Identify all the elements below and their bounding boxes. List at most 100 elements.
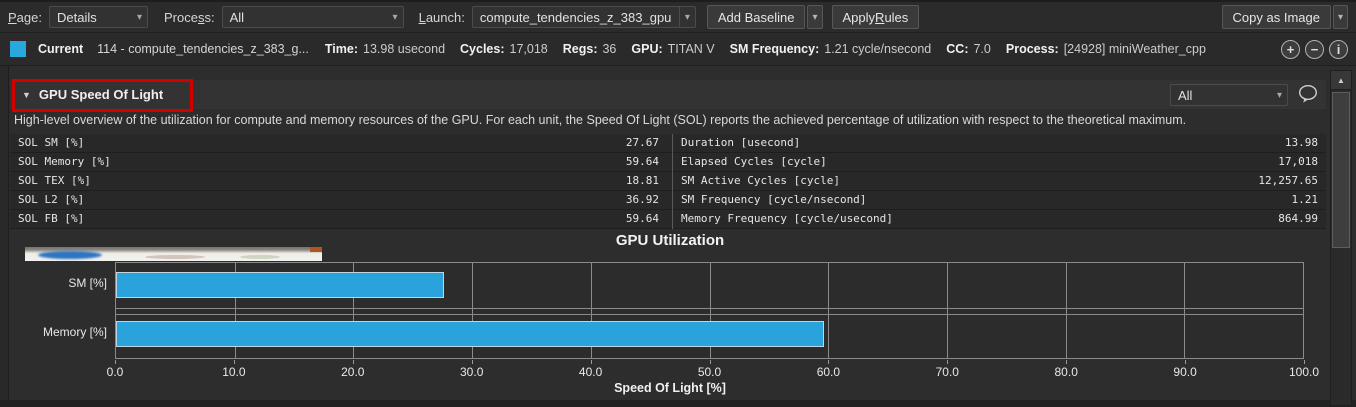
comment-icon (1298, 84, 1318, 103)
collapse-section-icon[interactable]: ▼ (22, 89, 31, 100)
x-axis-tick-labels: 0.0 10.0 20.0 30.0 40.0 50.0 60.0 70.0 80.0 90.0 1… (107, 365, 1319, 379)
scroll-up-button[interactable]: ▲ (1331, 71, 1351, 90)
bar-sm- (116, 272, 445, 298)
tick-label: 90.0 (1173, 365, 1197, 379)
current-baseline-row: Current 114 - compute_tendencies_z_383_g… (0, 33, 1356, 66)
metric-row: Duration [usecond] 13.98 (673, 134, 1326, 153)
current-stats: Time: 13.98 usecond Cycles: 17,018 Regs: 36 GP… (325, 42, 1206, 56)
tick-label: 80.0 (1054, 365, 1078, 379)
chart-plot (115, 262, 1304, 359)
process-label: Process: (163, 9, 215, 25)
metric-name: SM Frequency [cycle/nsecond] (681, 193, 867, 206)
metric-name: SOL Memory [%] (18, 155, 111, 168)
metric-value: 59.64 (625, 212, 659, 225)
bar-memory- (116, 321, 824, 347)
process-select-value: All (229, 9, 245, 25)
info-circle-button[interactable]: i (1329, 39, 1348, 59)
tick-mark (1066, 360, 1068, 364)
launch-select[interactable]: compute_tendencies_z_383_gpu ▾ (471, 6, 696, 28)
tick-label: 60.0 (816, 365, 841, 379)
panel-left-edge (0, 66, 9, 407)
tick-label: 20.0 (341, 365, 365, 379)
metric-row: Memory Frequency [cycle/usecond] 864.99 (673, 210, 1326, 229)
tick-label: 40.0 (578, 365, 603, 379)
metric-value: 12,257.65 (1258, 174, 1318, 187)
add-baseline-button[interactable]: Add Baseline (706, 5, 806, 29)
metric-row: SOL FB [%] 59.64 (10, 210, 672, 229)
gridline (946, 263, 948, 358)
metric-value: 18.81 (625, 174, 659, 187)
comment-button[interactable] (1296, 83, 1320, 105)
tick-label: 100.0 (1288, 365, 1320, 379)
gridline (828, 263, 830, 358)
chart-title: GPU Utilization (615, 232, 725, 249)
tick-mark (947, 360, 949, 364)
section-description: High-level overview of the utilization f… (14, 113, 1187, 127)
plus-circle-button[interactable]: + (1281, 39, 1300, 59)
metric-name: SOL FB [%] (18, 212, 85, 225)
metrics-column-right: Duration [usecond] 13.98 Elapsed Cycles [c… (672, 134, 1326, 229)
metric-value: 864.99 (1278, 212, 1318, 225)
metric-row: SOL L2 [%] 36.92 (10, 191, 672, 210)
minus-circle-button[interactable]: − (1305, 39, 1324, 59)
baseline-name: Current (38, 42, 84, 56)
metric-value: 36.92 (625, 193, 659, 206)
tick-mark (352, 360, 354, 364)
metric-name: SM Active Cycles [cycle] (681, 174, 840, 187)
gridline (709, 263, 711, 358)
copy-as-image-menu-button[interactable]: ▾ (1332, 5, 1348, 29)
section-filter-select[interactable]: All ▾ (1170, 84, 1288, 106)
launch-select-value: compute_tendencies_z_383_gpu (479, 9, 672, 25)
chevron-down-icon: ▾ (1337, 11, 1343, 23)
copy-as-image-button[interactable]: Copy as Image (1221, 5, 1331, 29)
x-axis-ticks (115, 360, 1305, 364)
chevron-down-icon: ▾ (678, 7, 690, 27)
metric-value: 59.64 (625, 155, 659, 168)
tick-label: 0.0 (106, 365, 124, 379)
metric-row: SOL Memory [%] 59.64 (10, 153, 672, 172)
stat: Regs: 36 (562, 42, 617, 56)
process-select[interactable]: All ▾ (221, 6, 404, 28)
chevron-down-icon: ▾ (392, 11, 398, 23)
stat: Cycles: 17,018 (460, 42, 548, 56)
sol-metrics-table: SOL SM [%] 27.67 SOL Memory [%] 59.64 SOL TE… (10, 134, 1326, 229)
vertical-scrollbar[interactable]: ▲ (1330, 70, 1352, 406)
metric-name: Duration [usecond] (681, 136, 801, 149)
scroll-up-icon: ▲ (1337, 75, 1345, 85)
launch-label: Launch: (418, 9, 465, 25)
gridline (353, 263, 355, 358)
metric-name: SOL L2 [%] (18, 193, 85, 206)
tick-label: 70.0 (935, 365, 959, 379)
stat: Time: 13.98 usecond (324, 42, 446, 56)
metrics-column-left: SOL SM [%] 27.67 SOL Memory [%] 59.64 SOL TE… (10, 134, 672, 229)
artifact-blue-blob (38, 251, 102, 259)
stat: Process: [24928] miniWeather_cpp (1005, 42, 1206, 56)
gridline (1065, 263, 1067, 358)
gridline (590, 263, 592, 358)
category-label: Memory [%] (42, 325, 107, 339)
tick-mark (115, 360, 116, 364)
metric-name: SOL TEX [%] (18, 174, 91, 187)
metric-name: Memory Frequency [cycle/usecond] (681, 212, 893, 225)
render-artifact-strip (25, 247, 322, 261)
page-label: Page: (8, 9, 42, 25)
section-header-gpu-sol[interactable]: ▼ GPU Speed Of Light (10, 80, 1326, 109)
category-label: SM [%] (68, 276, 107, 290)
window-bottom-edge (0, 400, 1356, 407)
metric-row: SM Active Cycles [cycle] 12,257.65 (673, 172, 1326, 191)
metric-value: 17,018 (1278, 155, 1318, 168)
metric-value: 13.98 (1284, 136, 1318, 149)
page-select[interactable]: Details ▾ (48, 6, 148, 28)
scrollbar-thumb[interactable] (1332, 92, 1350, 248)
add-baseline-menu-button[interactable]: ▾ (807, 5, 823, 29)
tick-mark (709, 360, 711, 364)
current-actions: + − i (1281, 39, 1348, 59)
tick-mark (1185, 360, 1187, 364)
top-toolbar: Page: Details ▾ Process: All ▾ Launch: c… (0, 0, 1356, 33)
metric-row: SOL SM [%] 27.67 (10, 134, 672, 153)
gridline (234, 263, 236, 358)
section-title: GPU Speed Of Light (38, 87, 164, 102)
section-filter-value: All (1178, 87, 1193, 103)
tick-label: 50.0 (697, 365, 722, 379)
